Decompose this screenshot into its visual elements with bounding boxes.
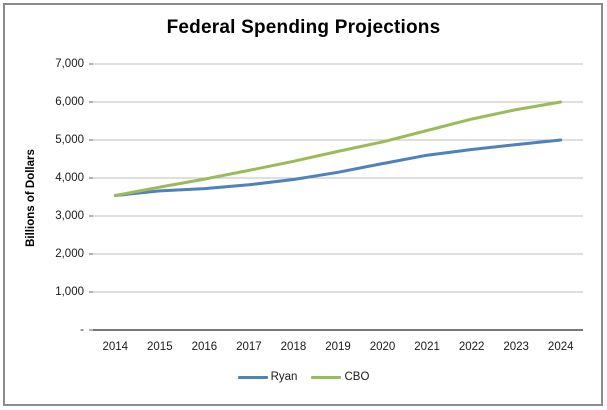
y-axis-tick-label: 5,000: [55, 133, 84, 146]
x-axis-tick-label: 2021: [414, 341, 440, 353]
series-line-ryan: [113, 138, 563, 197]
y-axis-tick-label: 4,000: [55, 171, 84, 184]
y-axis-tick-label: 3,000: [55, 209, 84, 222]
y-axis-tick-label: -: [80, 323, 84, 336]
legend-line-swatch: [311, 375, 342, 379]
x-axis-tick-label: 2020: [369, 341, 396, 353]
legend-item-ryan: Ryan: [237, 371, 298, 383]
x-axis-tick-label: 2018: [280, 341, 307, 353]
x-axis-tick-label: 2019: [325, 341, 351, 353]
legend: Ryan CBO: [0, 371, 607, 383]
legend-label: CBO: [344, 371, 370, 383]
series-lines: [113, 100, 563, 197]
legend-label: Ryan: [270, 371, 298, 383]
chart-title: Federal Spending Projections: [166, 17, 441, 38]
gridlines: [89, 63, 583, 331]
x-axis-tick-label: 2015: [147, 341, 173, 353]
x-axis-tick-label: 2014: [102, 341, 129, 353]
y-axis-tick-label: 6,000: [55, 95, 84, 108]
x-axis-tick-label: 2022: [458, 341, 485, 353]
y-axis-tick-label: 2,000: [55, 247, 84, 260]
x-axis-tick-label: 2024: [547, 341, 574, 353]
y-axis-tick-label: 7,000: [55, 57, 84, 70]
legend-item-cbo: CBO: [311, 371, 369, 383]
series-line-cbo: [113, 100, 563, 197]
x-axis-tick-label: 2017: [236, 341, 262, 353]
y-axis-tick-label: 1,000: [55, 285, 84, 298]
chart-frame: [3, 3, 603, 406]
x-axis-tick-label: 2023: [503, 341, 529, 353]
x-axis-tick-label: 2016: [191, 341, 218, 353]
legend-line-swatch: [237, 375, 268, 379]
